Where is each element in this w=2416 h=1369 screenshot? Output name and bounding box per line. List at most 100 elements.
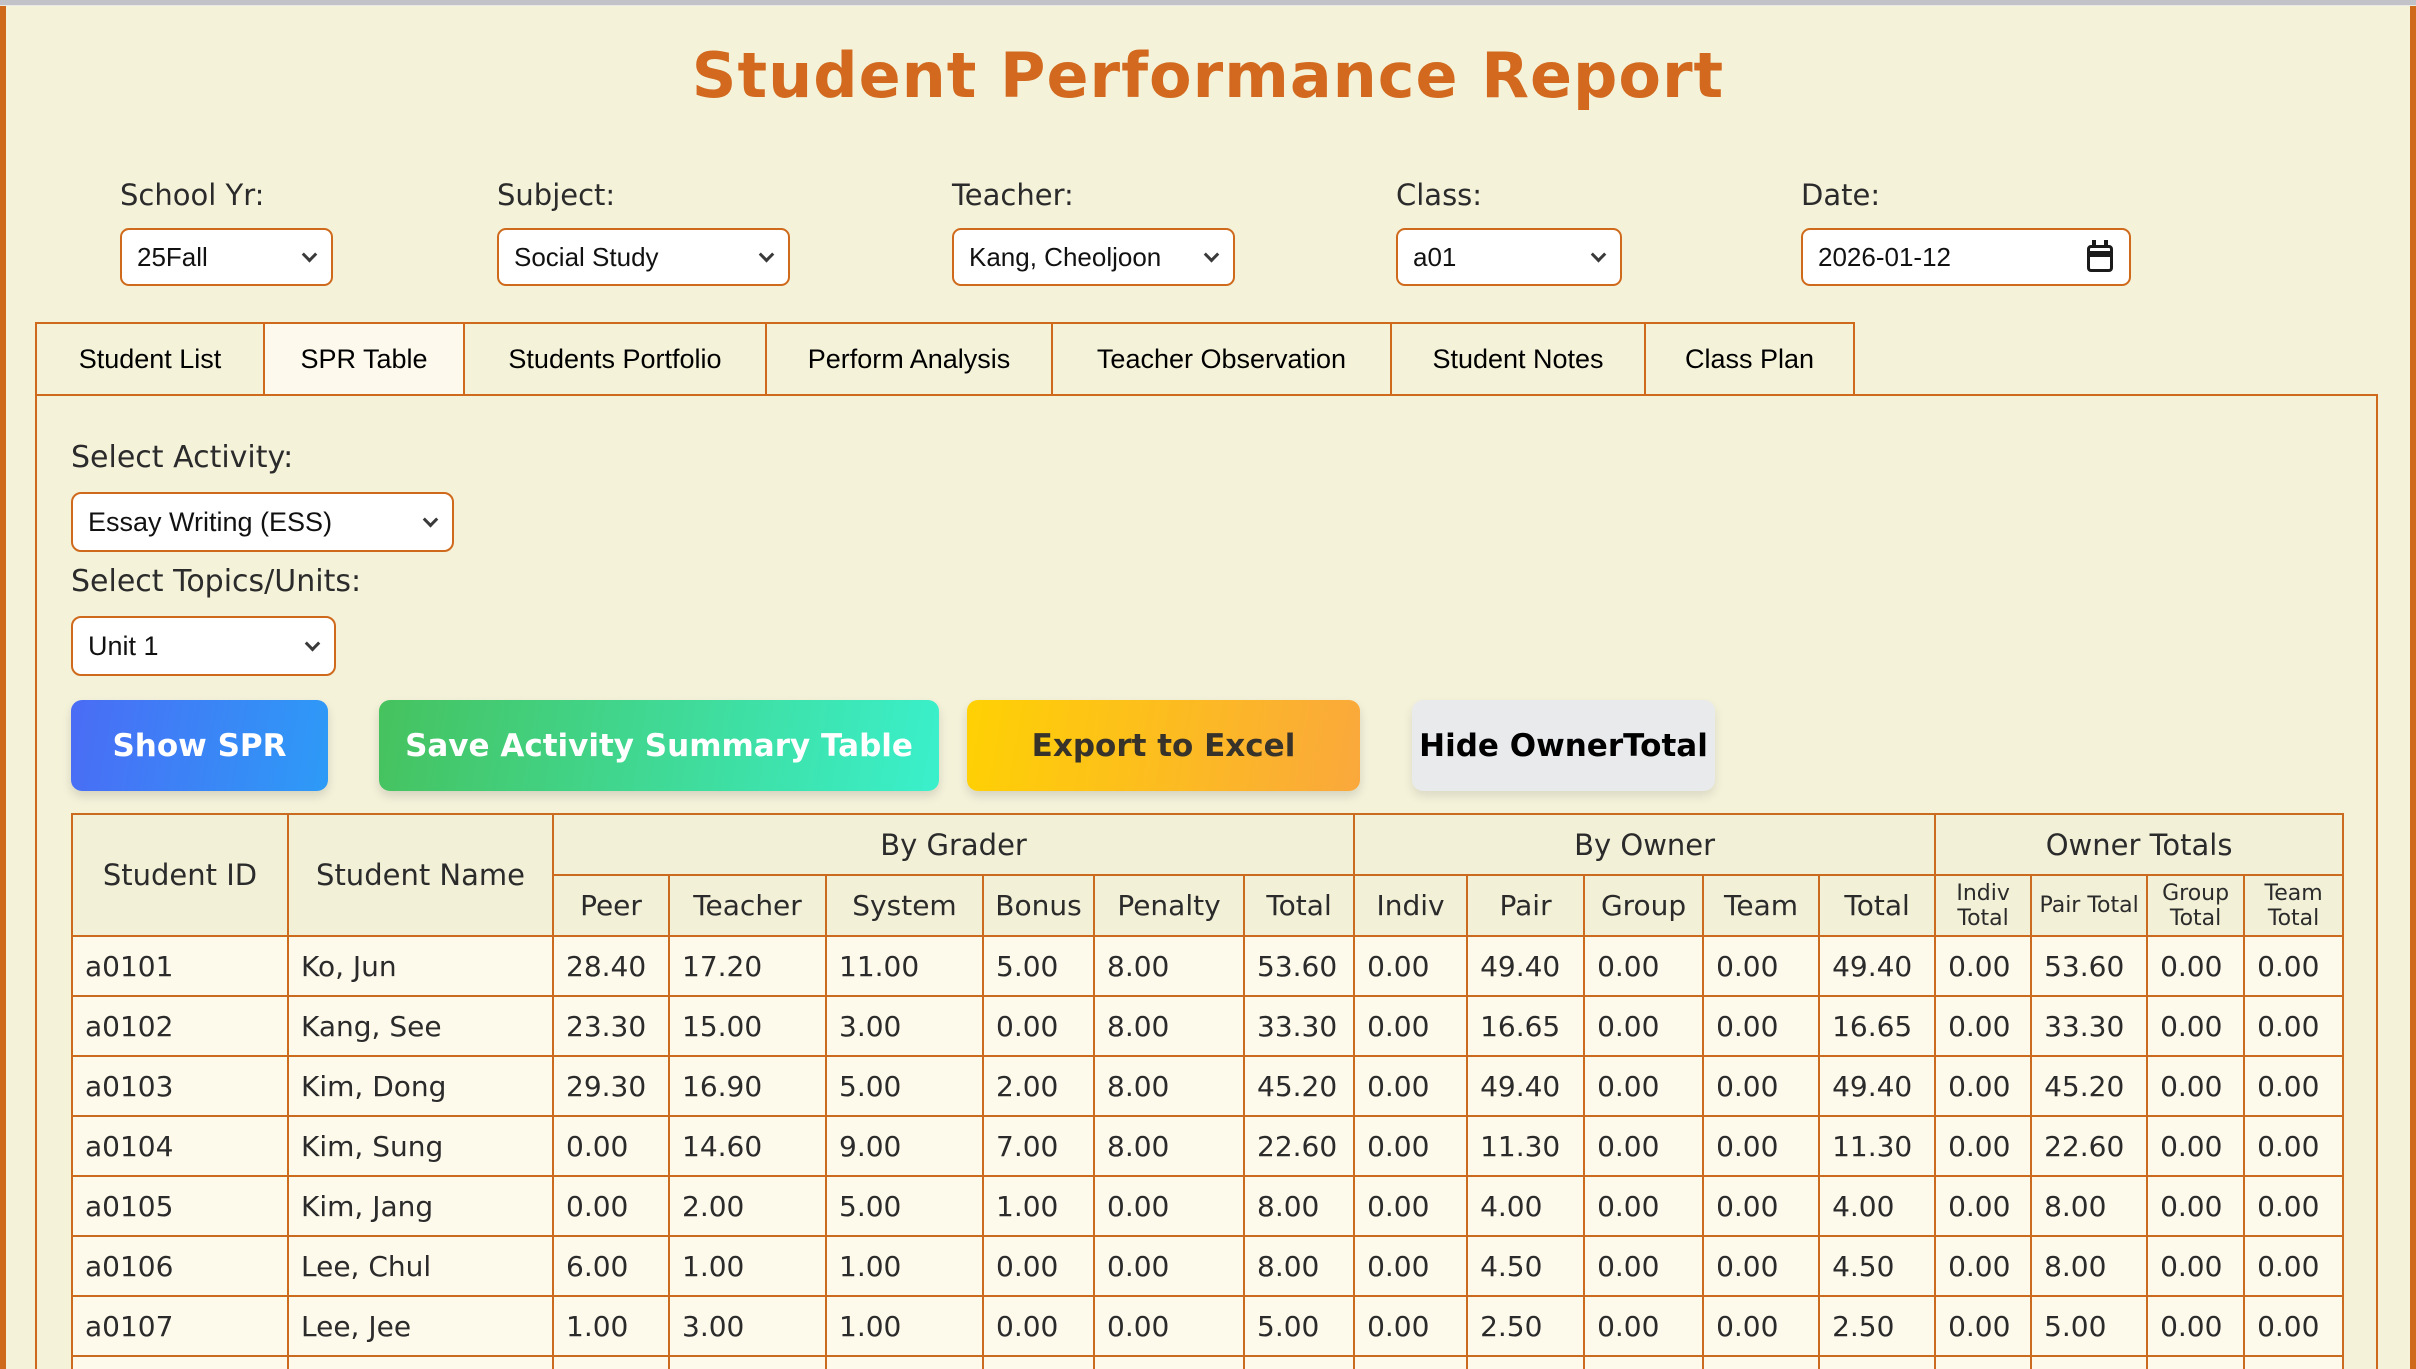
col-header-indiv: Indiv [1353, 874, 1469, 937]
value-cell: 0.00 [1583, 935, 1705, 997]
tab-student-notes[interactable]: Student Notes [1390, 322, 1646, 396]
owner-totals-header: Owner Totals [1934, 813, 2345, 876]
class-label: Class: [1396, 178, 1483, 212]
teacher-value: Kang, Cheoljoon [969, 241, 1162, 272]
table-row: a0104 Kim, Sung 0.00 14.60 9.00 7.00 8.00 22.60… [71, 1115, 2345, 1177]
value-cell [2146, 1355, 2246, 1369]
school-yr-select[interactable]: 25Fall [120, 228, 333, 286]
value-cell: 14.60 [668, 1115, 827, 1177]
value-cell: 45.20 [2030, 1055, 2149, 1117]
chevron-down-icon [304, 635, 321, 651]
value-cell: 1.00 [552, 1295, 670, 1357]
tab-teacher-observation[interactable]: Teacher Observation [1051, 322, 1392, 396]
value-cell: 33.30 [2030, 995, 2149, 1057]
col-header-bonus: Bonus [982, 874, 1095, 937]
value-cell: 0.00 [1353, 1175, 1469, 1237]
save-summary-button[interactable]: Save Activity Summary Table [379, 700, 939, 791]
student-id-cell: a0102 [71, 995, 289, 1057]
filter-class: Class: a01 [1396, 178, 1801, 286]
value-cell: 0.00 [2243, 995, 2345, 1057]
export-excel-button[interactable]: Export to Excel [967, 700, 1360, 791]
value-cell: 29.30 [552, 1055, 670, 1117]
date-label: Date: [1801, 178, 1881, 212]
value-cell: 0.00 [1934, 1175, 2033, 1237]
value-cell: 0.00 [2146, 1235, 2246, 1297]
filter-teacher: Teacher: Kang, Cheoljoon [952, 178, 1396, 286]
value-cell: 15.00 [668, 995, 827, 1057]
value-cell: 16.65 [1818, 995, 1937, 1057]
by-grader-header: By Grader [551, 813, 1356, 876]
value-cell: 0.00 [1934, 1055, 2033, 1117]
value-cell [1093, 1355, 1245, 1369]
value-cell: 0.00 [1353, 1115, 1469, 1177]
value-cell: 2.00 [982, 1055, 1095, 1117]
value-cell: 0.00 [1934, 1115, 2033, 1177]
value-cell: 22.60 [2030, 1115, 2149, 1177]
student-name-cell: Ko, Jun [287, 935, 554, 997]
activity-select[interactable]: Essay Writing (ESS) [71, 492, 454, 552]
tab-class-plan[interactable]: Class Plan [1644, 322, 1855, 396]
value-cell: 0.00 [2243, 1115, 2345, 1177]
teacher-select[interactable]: Kang, Cheoljoon [952, 228, 1235, 286]
value-cell: 0.00 [1702, 1175, 1821, 1237]
value-cell: 0.00 [2146, 1055, 2246, 1117]
table-row-partial [71, 1355, 2345, 1369]
value-cell [1583, 1355, 1705, 1369]
value-cell: 0.00 [1353, 995, 1469, 1057]
value-cell: 0.00 [1702, 1055, 1821, 1117]
student-name-cell: Kim, Dong [287, 1055, 554, 1117]
class-select[interactable]: a01 [1396, 228, 1622, 286]
calendar-icon[interactable] [2087, 239, 2113, 272]
value-cell: 0.00 [2243, 1175, 2345, 1237]
col-header-pair: Pair [1466, 874, 1586, 937]
student-id-cell: a0104 [71, 1115, 289, 1177]
value-cell: 0.00 [2243, 1055, 2345, 1117]
value-cell: 8.00 [1242, 1235, 1356, 1297]
col-header-total-owner: Total [1818, 874, 1937, 937]
value-cell: 8.00 [1093, 1055, 1245, 1117]
value-cell: 8.00 [1093, 995, 1245, 1057]
value-cell: 0.00 [1583, 1175, 1705, 1237]
value-cell: 3.00 [668, 1295, 827, 1357]
value-cell: 0.00 [1934, 995, 2033, 1057]
value-cell: 3.00 [825, 995, 984, 1057]
hide-owner-total-button[interactable]: Hide OwnerTotal [1412, 700, 1715, 791]
spr-table-panel: Select Activity: Essay Writing (ESS) Sel… [35, 394, 2378, 1369]
value-cell: 0.00 [982, 1235, 1095, 1297]
value-cell: 0.00 [2146, 1295, 2246, 1357]
value-cell: 0.00 [1353, 1055, 1469, 1117]
student-id-cell: a0105 [71, 1175, 289, 1237]
value-cell: 0.00 [1093, 1295, 1245, 1357]
value-cell: 8.00 [1093, 935, 1245, 997]
subject-select[interactable]: Social Study [497, 228, 790, 286]
student-name-cell: Kim, Sung [287, 1115, 554, 1177]
filter-subject: Subject: Social Study [497, 178, 952, 286]
table-row: a0107 Lee, Jee 1.00 3.00 1.00 0.00 0.00 5.00 0.0… [71, 1295, 2345, 1357]
show-spr-button[interactable]: Show SPR [71, 700, 328, 791]
value-cell: 0.00 [1702, 1115, 1821, 1177]
value-cell: 2.50 [1818, 1295, 1937, 1357]
table-row: a0105 Kim, Jang 0.00 2.00 5.00 1.00 0.00 8.00 0.… [71, 1175, 2345, 1237]
value-cell: 49.40 [1818, 1055, 1937, 1117]
tab-students-portfolio[interactable]: Students Portfolio [463, 322, 767, 396]
tab-spr-table[interactable]: SPR Table [263, 322, 465, 396]
topics-select[interactable]: Unit 1 [71, 616, 336, 676]
value-cell: 8.00 [2030, 1235, 2149, 1297]
date-value: 2026-01-12 [1818, 241, 1951, 272]
date-input[interactable]: 2026-01-12 [1801, 228, 2131, 286]
col-header-group-total: Group Total [2146, 874, 2246, 937]
student-name-cell: Lee, Chul [287, 1235, 554, 1297]
value-cell [1702, 1355, 1821, 1369]
chevron-down-icon [422, 511, 439, 527]
value-cell: 6.00 [552, 1235, 670, 1297]
value-cell: 0.00 [1353, 935, 1469, 997]
chevron-down-icon [301, 246, 318, 262]
value-cell: 0.00 [1583, 1055, 1705, 1117]
value-cell: 4.50 [1818, 1235, 1937, 1297]
tab-perform-analysis[interactable]: Perform Analysis [765, 322, 1053, 396]
tab-student-list[interactable]: Student List [35, 322, 265, 396]
value-cell: 0.00 [1353, 1295, 1469, 1357]
value-cell: 7.00 [982, 1115, 1095, 1177]
value-cell: 22.60 [1242, 1115, 1356, 1177]
table-row: a0106 Lee, Chul 6.00 1.00 1.00 0.00 0.00 8.00 0.… [71, 1235, 2345, 1297]
